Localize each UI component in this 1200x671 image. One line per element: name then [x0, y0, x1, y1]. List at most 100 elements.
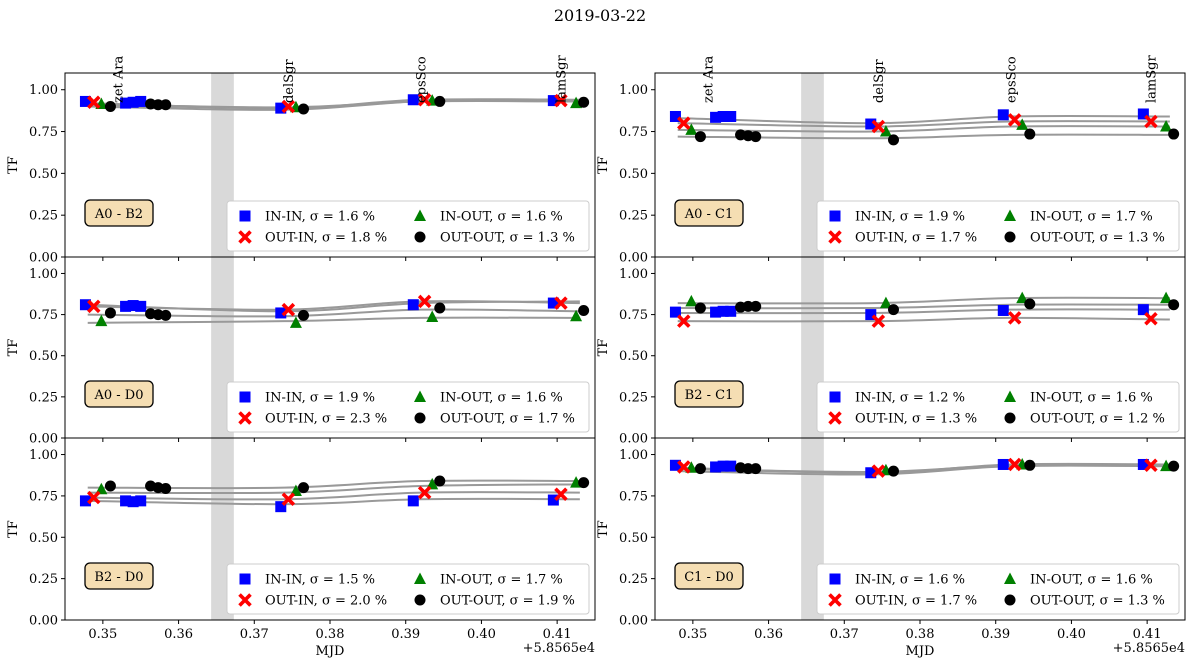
x-tick-label: 0.35 [88, 627, 117, 642]
data-point-in-out [426, 310, 439, 323]
legend-box [816, 563, 1180, 615]
legend-marker-in-in [239, 573, 251, 585]
y-tick-label: 0.75 [619, 308, 648, 323]
panel-a0-b2: 0.00 0.25 0.50 0.75 1.00 TF zet Ara delSgr epsSc… [6, 55, 596, 266]
data-point-out-out [104, 100, 116, 112]
baseline-label-box [84, 380, 154, 408]
y-tick-label: 1.00 [29, 267, 58, 282]
baseline-label-box [674, 562, 744, 590]
y-tick-label: 0.25 [29, 390, 58, 405]
data-point-out-out [1024, 128, 1036, 140]
data-point-in-in [407, 299, 419, 311]
data-point-out-out [1168, 460, 1180, 472]
fit-curve-out-in [677, 120, 1170, 128]
baseline-label: B2 - C1 [685, 388, 734, 403]
data-point-out-in [281, 492, 296, 506]
data-point-out-out [1024, 298, 1036, 310]
legend-marker-out-in [828, 411, 842, 425]
x-axis-label: MJD [906, 644, 935, 659]
data-point-out-out [104, 480, 116, 492]
data-point-in-in [127, 300, 139, 312]
data-point-in-in [669, 110, 681, 122]
y-axis-label: TF [596, 339, 611, 357]
data-point-in-out [570, 309, 583, 322]
legend-marker-in-out [414, 390, 426, 402]
fit-curve-in-in [87, 497, 580, 506]
legend-label: OUT-OUT, σ = 1.3 % [1030, 231, 1165, 246]
data-point-out-in [871, 119, 886, 134]
fit-curve-in-in [677, 114, 1170, 125]
y-tick-label: 0.75 [29, 308, 58, 323]
data-point-in-out [289, 316, 302, 328]
star-label: lamSgr [1144, 55, 1159, 103]
data-point-out-out [742, 300, 754, 312]
legend-marker-out-out [414, 594, 426, 606]
legend-label: OUT-IN, σ = 1.7 % [855, 594, 977, 609]
data-point-out-in [677, 314, 691, 328]
data-point-out-in [1007, 457, 1022, 472]
data-point-out-in [1007, 113, 1022, 127]
legend-marker-out-in [238, 230, 252, 244]
y-axis-label: TF [6, 339, 21, 357]
data-point-in-in [275, 102, 287, 114]
fit-curve-out-in [87, 491, 580, 501]
data-point-out-out [1168, 128, 1180, 140]
data-point-out-out [694, 463, 706, 475]
data-point-out-in [554, 93, 568, 108]
y-tick-label: 0.50 [619, 349, 648, 364]
legend-label: IN-IN, σ = 1.9 % [265, 391, 375, 406]
legend-label: OUT-IN, σ = 1.7 % [855, 231, 977, 246]
data-point-out-out [298, 309, 309, 321]
data-point-out-out [888, 304, 899, 316]
data-point-in-in [120, 300, 132, 312]
panel-a0-c1: 0.00 0.25 0.50 0.75 1.00 TF zet Ara delSgr epsSc… [596, 55, 1186, 266]
y-tick-label: 0.25 [619, 390, 648, 405]
panel-b2-d0: 0.00 0.25 0.50 0.75 1.00 0.35 0.36 0.37 0.38 0.39… [6, 437, 596, 659]
legend-label: IN-OUT, σ = 1.6 % [1030, 573, 1153, 588]
legend-marker-out-in [828, 593, 842, 607]
data-point-in-in [275, 501, 287, 513]
y-tick-label: 0.00 [619, 432, 648, 447]
star-label: epsSco [1004, 56, 1019, 103]
data-point-out-in [87, 95, 101, 110]
legend-label: IN-IN, σ = 1.5 % [265, 573, 375, 588]
y-tick-label: 0.25 [619, 572, 648, 587]
panel-a0-d0: 0.00 0.25 0.50 0.75 1.00 TF A0 - D0 IN-IN, σ = … [6, 256, 596, 447]
data-point-in-in [710, 111, 722, 123]
data-point-in-out [879, 296, 892, 309]
legend-marker-in-out [1004, 390, 1016, 402]
data-point-in-out [685, 123, 698, 135]
data-point-out-out [298, 482, 309, 494]
x-tick-label: 0.41 [543, 627, 572, 642]
legend-marker-in-in [829, 210, 841, 222]
legend-marker-out-out [1004, 231, 1016, 243]
data-point-in-in [997, 458, 1009, 470]
baseline-label-box [674, 199, 744, 227]
data-point-in-in [725, 110, 737, 122]
data-point-in-in [725, 305, 737, 317]
star-label: epsSco [414, 56, 429, 103]
x-tick-label: 0.38 [906, 627, 935, 642]
legend-box [816, 381, 1180, 433]
legend-label: IN-IN, σ = 1.2 % [855, 391, 965, 406]
legend-marker-out-in [828, 230, 842, 244]
baseline-label: A0 - B2 [94, 207, 143, 222]
data-point-out-out [694, 131, 706, 143]
baseline-label: C1 - D0 [684, 570, 734, 585]
legend-marker-out-in [238, 411, 252, 425]
y-tick-label: 0.25 [29, 572, 58, 587]
data-point-in-in [725, 460, 737, 472]
fit-curve-in-out [87, 316, 580, 324]
data-point-in-in [865, 309, 877, 321]
data-point-out-in [677, 460, 691, 474]
y-tick-label: 0.75 [29, 125, 58, 140]
legend-marker-out-out [1004, 412, 1016, 424]
data-point-out-in [281, 302, 296, 317]
x-tick-label: 0.35 [678, 627, 707, 642]
baseline-label: A0 - C1 [684, 207, 734, 222]
data-point-in-out [685, 294, 698, 307]
data-point-out-in [677, 116, 691, 130]
legend-label: IN-OUT, σ = 1.7 % [1030, 210, 1153, 225]
legend-label: IN-OUT, σ = 1.7 % [440, 573, 563, 588]
